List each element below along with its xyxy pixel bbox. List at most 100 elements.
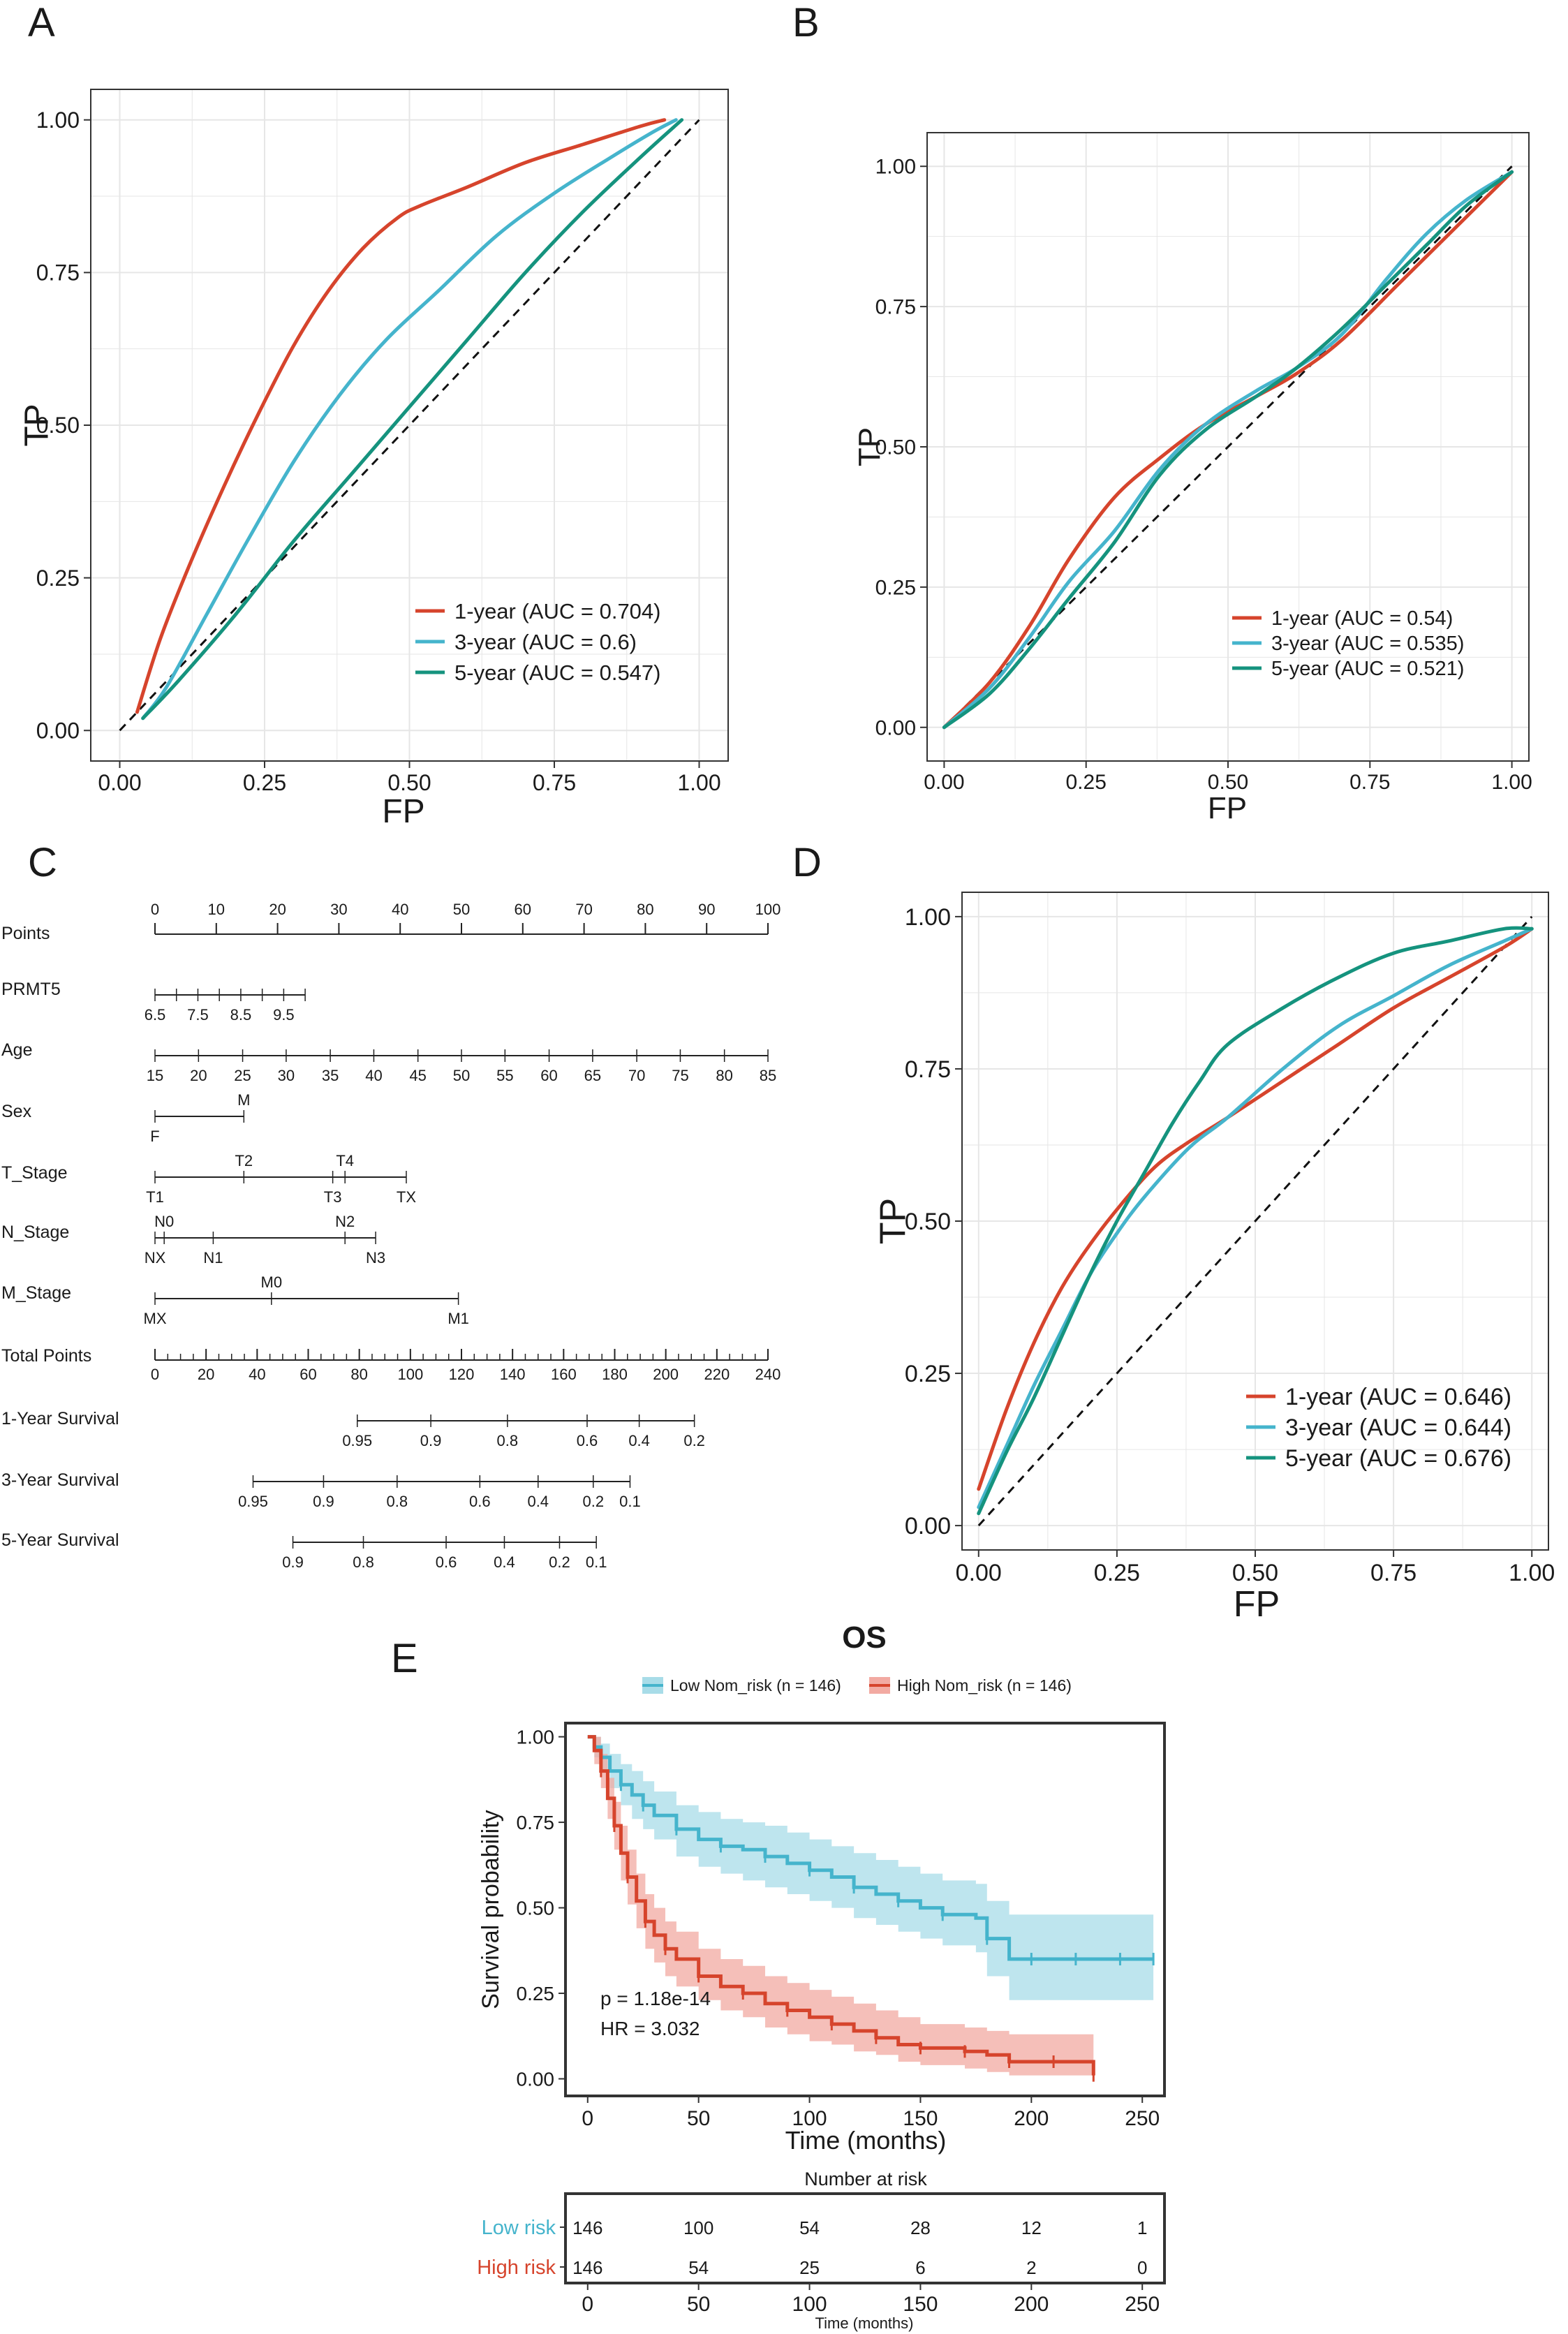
- variable-level-label: 9.5: [273, 1006, 295, 1024]
- risk-x-tick-label: 50: [687, 2293, 710, 2316]
- risk-table-border: [564, 2192, 1166, 2284]
- risk-count: 0: [1137, 2257, 1147, 2278]
- diagonal-reference: [119, 119, 700, 732]
- variable-level-label: NX: [145, 1249, 166, 1266]
- variable-level-label: 0.9: [420, 1432, 442, 1449]
- y-axis-label: TP: [873, 1198, 914, 1244]
- variable-level-label: 80: [716, 1067, 732, 1084]
- x-axis-label: FP: [1234, 1584, 1280, 1625]
- scale-tick-label: 100: [755, 901, 781, 918]
- scale-tick-label: 10: [208, 901, 225, 918]
- hazard-ratio: HR = 3.032: [600, 2018, 700, 2039]
- variable-level-label: 0.9: [282, 1553, 304, 1571]
- km-title: OS: [842, 1620, 887, 1655]
- variable-level-label: M: [237, 1091, 250, 1109]
- variable-level-label: 70: [628, 1067, 645, 1084]
- variable-level-label: MX: [144, 1310, 167, 1327]
- km-y-axis-label: Survival probability: [478, 1810, 504, 2009]
- scale-tick-label: 20: [269, 901, 286, 918]
- scale-tick-label: 50: [453, 901, 470, 918]
- variable-level-label: 0.4: [527, 1493, 549, 1510]
- scale-tick-label: 90: [698, 901, 715, 918]
- nomogram-row-label: 3-Year Survival: [1, 1470, 119, 1490]
- variable-level-label: N1: [203, 1249, 223, 1266]
- y-tick-label: 0.00: [36, 718, 80, 743]
- y-tick-label: 0.00: [875, 716, 916, 739]
- y-tick-label: 0.75: [905, 1056, 951, 1083]
- x-tick-label: 1.00: [1509, 1560, 1555, 1586]
- scale-tick-label: 120: [449, 1366, 475, 1383]
- risk-row-label: Low risk: [482, 2217, 556, 2239]
- variable-level-label: 0.8: [387, 1493, 408, 1510]
- x-tick-label: 0.25: [243, 770, 286, 795]
- y-tick-label: 0.75: [875, 296, 916, 319]
- y-tick-label: 0.50: [905, 1209, 951, 1235]
- scale-tick-label: 30: [330, 901, 347, 918]
- km-x-tick-label: 250: [1125, 2107, 1160, 2130]
- variable-level-label: T1: [146, 1188, 164, 1206]
- variable-level-label: 0.8: [353, 1553, 374, 1571]
- variable-level-label: N3: [366, 1249, 385, 1266]
- variable-level-label: 40: [365, 1067, 382, 1084]
- roc-chart-b: 0.00 0.00 0.25 0.25 0.50 0.50 0.75 0.75 1.00 1.00…: [852, 132, 1532, 825]
- scale-tick-label: 240: [755, 1366, 781, 1383]
- variable-level-label: 20: [190, 1067, 207, 1084]
- variable-level-label: 0.1: [619, 1493, 641, 1510]
- x-tick-label: 0.00: [924, 771, 964, 794]
- risk-count: 54: [799, 2217, 820, 2238]
- panel-label-b: B: [792, 0, 820, 45]
- panel-label-e: E: [391, 1636, 418, 1681]
- nomogram: Points 0 10 20 30 40 50 60 70 80 90 100 PRMT5 6.5 7.5 8…: [1, 901, 781, 1571]
- roc-curve-green: [141, 118, 684, 721]
- km-y-tick-label: 0.75: [517, 1812, 555, 1833]
- legend: 1-year (AUC = 0.646) 3-year (AUC = 0.644)…: [1246, 1384, 1511, 1472]
- nomogram-row-label: Age: [1, 1040, 32, 1060]
- y-tick-label: 1.00: [875, 156, 916, 179]
- confidence-band-blue: [587, 1736, 1154, 2000]
- km-x-tick-label: 0: [582, 2107, 593, 2130]
- risk-x-axis-label: Time (months): [815, 2314, 914, 2332]
- legend-label: 5-year (AUC = 0.676): [1285, 1445, 1511, 1472]
- nomogram-row-label: Sex: [1, 1102, 32, 1121]
- km-x-tick-label: 50: [687, 2107, 710, 2130]
- km-x-tick-label: 200: [1014, 2107, 1049, 2130]
- scale-tick-label: 220: [704, 1366, 730, 1383]
- diagonal-reference: [977, 915, 1533, 1527]
- variable-level-label: 6.5: [145, 1006, 166, 1024]
- x-axis-label: FP: [382, 793, 424, 830]
- scale-tick-label: 40: [249, 1366, 265, 1383]
- scale-tick-label: 200: [653, 1366, 679, 1383]
- variable-level-label: F: [150, 1128, 159, 1145]
- y-tick-label: 1.00: [905, 904, 951, 931]
- confidence-band-red: [587, 1736, 1094, 2079]
- km-plot-border: [564, 1722, 1166, 2097]
- variable-level-label: 7.5: [187, 1006, 209, 1024]
- variable-level-label: 45: [409, 1067, 426, 1084]
- risk-x-tick-label: 250: [1125, 2293, 1160, 2316]
- variable-level-label: T3: [324, 1188, 342, 1206]
- x-tick-label: 0.25: [1094, 1560, 1140, 1586]
- nomogram-row-label: 5-Year Survival: [1, 1530, 119, 1550]
- scale-tick-label: 0: [151, 901, 159, 918]
- km-plot: OS Low Nom_risk (n = 146) High Nom_risk (n…: [477, 1620, 1166, 2332]
- scale-tick-label: 80: [637, 901, 653, 918]
- variable-level-label: 0.2: [683, 1432, 705, 1449]
- variable-level-label: 0.9: [313, 1493, 334, 1510]
- roc-curve-green: [977, 926, 1534, 1516]
- roc-curve-blue: [977, 926, 1534, 1509]
- km-y-tick-label: 0.25: [517, 1983, 555, 2004]
- variable-level-label: 0.4: [628, 1432, 650, 1449]
- scale-tick-label: 40: [392, 901, 408, 918]
- panel-label-a: A: [28, 0, 55, 45]
- variable-level-label: 65: [584, 1067, 601, 1084]
- y-axis-label: TP: [18, 404, 55, 446]
- variable-level-label: M1: [448, 1310, 469, 1327]
- y-tick-label: 0.50: [36, 413, 80, 438]
- x-axis-label: FP: [1208, 791, 1247, 825]
- survival-curve-blue: [587, 1735, 1154, 1961]
- y-tick-label: 0.25: [36, 566, 80, 591]
- variable-level-label: 0.6: [436, 1553, 457, 1571]
- variable-level-label: N2: [335, 1213, 355, 1230]
- scale-tick-label: 0: [151, 1366, 159, 1383]
- legend-label: 1-year (AUC = 0.646): [1285, 1384, 1511, 1410]
